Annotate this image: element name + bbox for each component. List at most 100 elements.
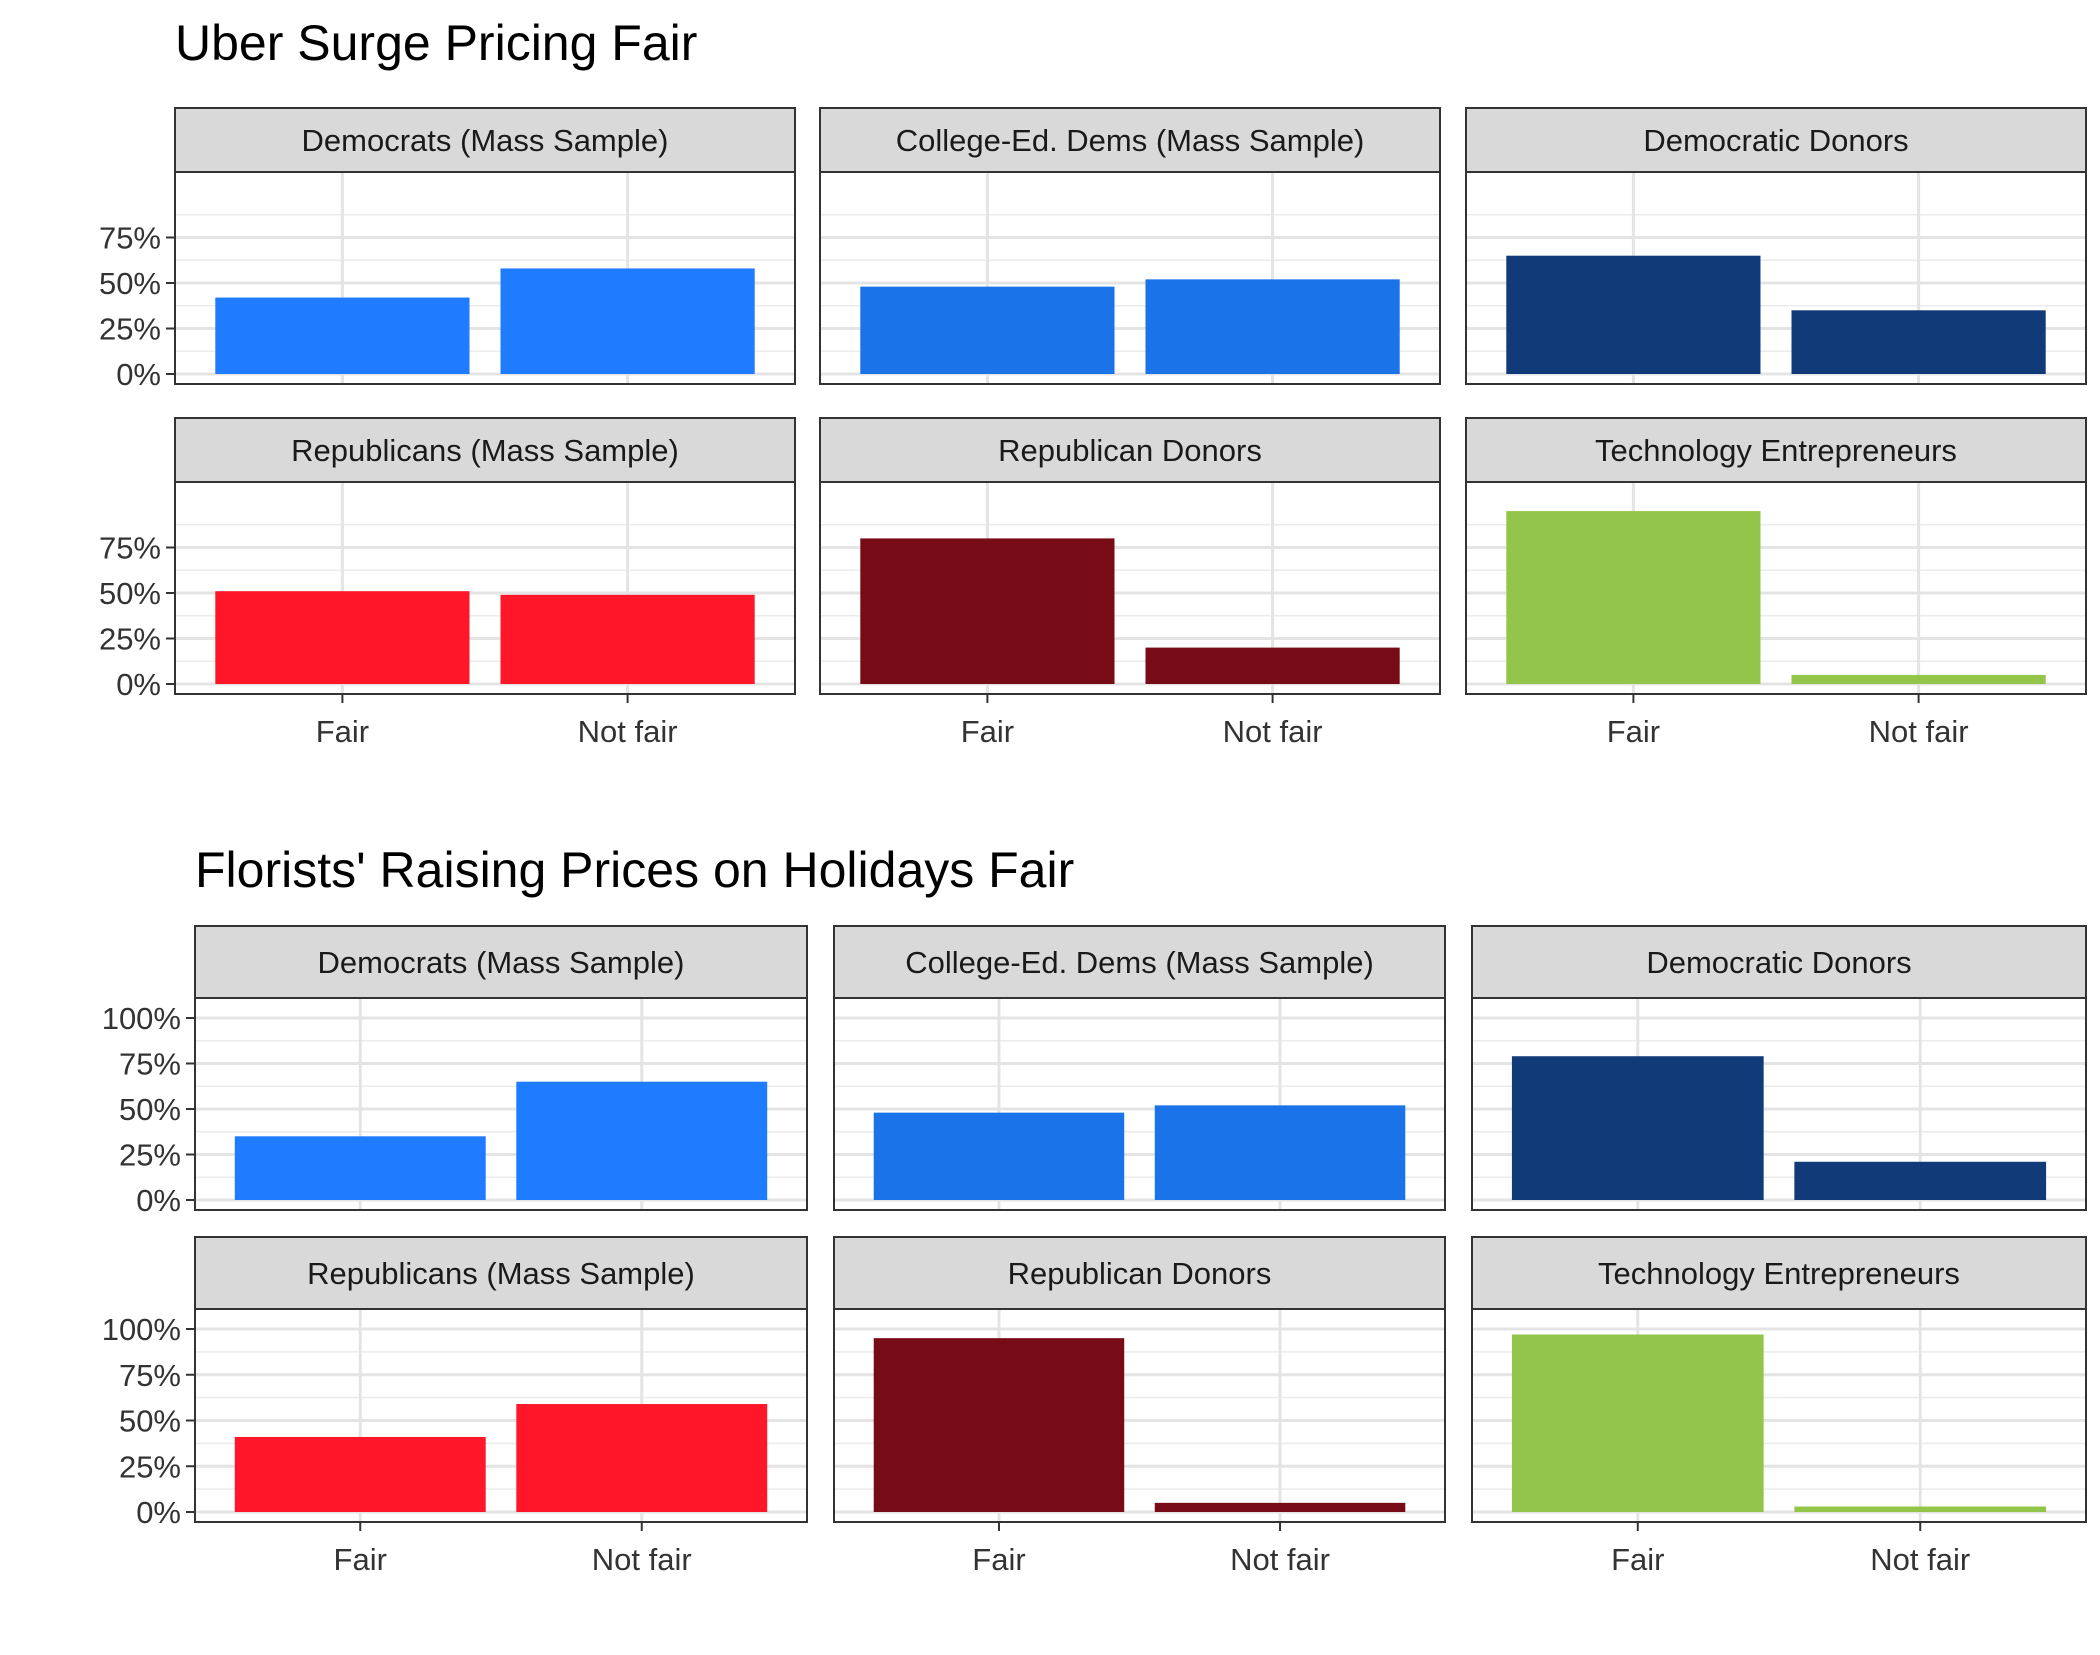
facet-strip-label: Democrats (Mass Sample): [318, 945, 685, 980]
x-tick-label: Fair: [972, 1542, 1025, 1577]
facet-panel: Republicans (Mass Sample) 0% 25% 50% 75% 100%…: [102, 1236, 808, 1577]
chart-2: Florists' Raising Prices on Holidays Fai…: [102, 842, 2087, 1577]
facet-panel: Democrats (Mass Sample) 0% 25% 50% 75% 100%: [102, 925, 808, 1218]
panel-border: [833, 997, 1446, 1211]
facet-strip: [174, 107, 796, 173]
bar-not-fair: [1791, 674, 2046, 684]
facet-strip-label: Democratic Donors: [1643, 123, 1908, 158]
bar-fair: [215, 591, 470, 684]
panel-border: [1471, 997, 2087, 1211]
chart-title: Florists' Raising Prices on Holidays Fai…: [195, 842, 1074, 898]
facet-strip: [819, 107, 1441, 173]
bar-not-fair: [1794, 1506, 2047, 1512]
facet-strip-label: College-Ed. Dems (Mass Sample): [905, 945, 1374, 980]
facet-strip-label: Republican Donors: [1008, 1256, 1272, 1291]
facet-strip-label: Technology Entrepreneurs: [1598, 1256, 1960, 1291]
chart-1: Uber Surge Pricing Fair Democrats (Mass S…: [99, 15, 2087, 749]
y-tick-label: 75%: [99, 221, 161, 256]
bar-fair: [234, 1136, 486, 1200]
bar-not-fair: [516, 1404, 768, 1512]
panel-border: [174, 171, 796, 385]
facet-strip: [194, 1236, 808, 1310]
bar-fair: [1506, 255, 1761, 374]
bar-fair: [234, 1436, 486, 1512]
facet-strip-label: Democratic Donors: [1646, 945, 1911, 980]
y-tick-label: 100%: [102, 1001, 181, 1036]
bar-not-fair: [500, 268, 755, 374]
panel-border: [819, 481, 1441, 695]
y-tick-label: 0%: [136, 1183, 181, 1218]
bar-not-fair: [1145, 279, 1400, 374]
x-tick-label: Not fair: [592, 1542, 692, 1577]
facet-strip-label: Democrats (Mass Sample): [302, 123, 669, 158]
bar-fair: [860, 286, 1115, 374]
panel-border: [1471, 1308, 2087, 1523]
facet-strip-label: Technology Entrepreneurs: [1595, 433, 1957, 468]
x-tick-label: Not fair: [1869, 714, 1969, 749]
facet-panel: Democrats (Mass Sample) 0% 25% 50% 75%: [99, 107, 796, 392]
panel-border: [819, 171, 1441, 385]
y-tick-label: 50%: [99, 576, 161, 611]
bar-fair: [1511, 1056, 1764, 1200]
facet-panel: Republicans (Mass Sample) 0% 25% 50% 75% Fair…: [99, 417, 796, 749]
facet-strip-label: Republican Donors: [998, 433, 1262, 468]
bar-fair: [873, 1338, 1125, 1512]
y-tick-label: 75%: [99, 531, 161, 566]
y-tick-label: 0%: [136, 1495, 181, 1530]
bar-not-fair: [1154, 1105, 1406, 1200]
x-tick-label: Not fair: [578, 714, 678, 749]
facet-strip: [1471, 925, 2087, 999]
bar-not-fair: [500, 594, 755, 684]
y-tick-label: 25%: [99, 312, 161, 347]
bar-not-fair: [1145, 647, 1400, 684]
panel-border: [833, 1308, 1446, 1523]
x-tick-label: Fair: [1611, 1542, 1664, 1577]
facet-strip: [194, 925, 808, 999]
facet-strip: [1471, 1236, 2087, 1310]
facet-panel: College-Ed. Dems (Mass Sample): [819, 107, 1441, 385]
bar-not-fair: [1794, 1161, 2047, 1200]
x-tick-label: Fair: [334, 1542, 387, 1577]
bar-fair: [1511, 1334, 1764, 1512]
facet-panel: Democratic Donors: [1465, 107, 2087, 385]
x-tick-label: Fair: [961, 714, 1014, 749]
y-tick-label: 50%: [119, 1092, 181, 1127]
y-tick-label: 100%: [102, 1312, 181, 1347]
x-tick-label: Not fair: [1223, 714, 1323, 749]
facet-strip: [833, 925, 1446, 999]
bar-fair: [873, 1112, 1125, 1200]
y-tick-label: 25%: [119, 1449, 181, 1484]
panel-border: [194, 1308, 808, 1523]
facet-panel: Technology Entrepreneurs Fair Not fair: [1471, 1236, 2087, 1577]
y-tick-label: 0%: [116, 667, 161, 702]
panel-border: [1465, 171, 2087, 385]
facet-strip: [819, 417, 1441, 483]
facet-panel: Republican Donors Fair Not fair: [833, 1236, 1446, 1577]
x-tick-label: Fair: [316, 714, 369, 749]
bar-not-fair: [1154, 1502, 1406, 1512]
chart-title: Uber Surge Pricing Fair: [175, 15, 697, 71]
facet-strip-label: Republicans (Mass Sample): [291, 433, 679, 468]
panel-border: [1465, 481, 2087, 695]
facet-strip: [833, 1236, 1446, 1310]
y-tick-label: 0%: [116, 357, 161, 392]
bar-not-fair: [516, 1081, 768, 1200]
bar-fair: [860, 538, 1115, 684]
y-tick-label: 50%: [99, 266, 161, 301]
facet-strip-label: Republicans (Mass Sample): [307, 1256, 695, 1291]
x-tick-label: Fair: [1607, 714, 1660, 749]
y-tick-label: 25%: [119, 1138, 181, 1173]
y-tick-label: 75%: [119, 1047, 181, 1082]
x-tick-label: Not fair: [1230, 1542, 1330, 1577]
facet-strip-label: College-Ed. Dems (Mass Sample): [896, 123, 1365, 158]
bar-not-fair: [1791, 310, 2046, 374]
panel-border: [194, 997, 808, 1211]
panel-border: [174, 481, 796, 695]
y-tick-label: 25%: [99, 622, 161, 657]
bar-fair: [215, 297, 470, 374]
facet-strip: [1465, 107, 2087, 173]
y-tick-label: 75%: [119, 1358, 181, 1393]
facet-panel: Democratic Donors: [1471, 925, 2087, 1211]
